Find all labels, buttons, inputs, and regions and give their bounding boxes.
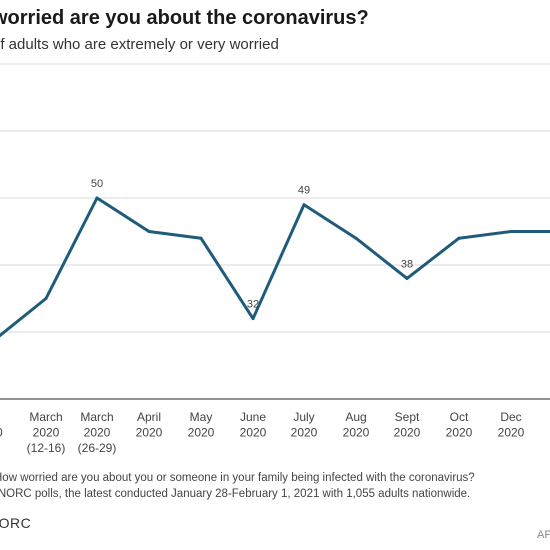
x-tick-label: Aug 2020	[343, 410, 370, 440]
data-label: 38	[401, 258, 413, 270]
x-tick-label: p20	[0, 410, 3, 440]
x-tick-label: March 2020 (12-16)	[27, 410, 66, 455]
x-tick-label: Sept 2020	[394, 410, 421, 440]
x-tick-label: March 2020 (26-29)	[78, 410, 117, 455]
series-line-layer	[0, 196, 550, 338]
chart-subtitle: of adults who are extremely or very worr…	[0, 36, 279, 53]
data-point	[457, 236, 461, 240]
x-tick-label: July 2020	[291, 410, 318, 440]
data-label: 32	[247, 299, 259, 311]
footnote-source: -NORC polls, the latest conducted Januar…	[0, 488, 471, 500]
data-label: 50	[91, 178, 103, 190]
data-point	[509, 230, 513, 233]
data-point	[147, 230, 151, 233]
x-tick-label: June 2020	[240, 410, 267, 440]
x-tick-label: Dec 2020	[498, 410, 525, 440]
data-labels: 50 32 49 38	[91, 178, 413, 311]
chart-title: worried are you about the coronavirus?	[0, 7, 369, 29]
footnote-question: How worried are you about you or someone…	[0, 472, 475, 484]
x-tick-label: May 2020	[188, 410, 215, 440]
data-point	[354, 236, 358, 240]
data-point	[44, 297, 48, 300]
data-point	[405, 276, 409, 280]
ap-logo: AP	[537, 529, 550, 541]
source-credit: NORC	[0, 515, 32, 531]
data-point	[251, 317, 255, 321]
gridlines	[0, 63, 550, 400]
data-point	[302, 203, 306, 207]
data-point	[95, 196, 99, 200]
data-point	[199, 236, 203, 240]
x-tick-label: Oct 2020	[446, 410, 473, 440]
series-line	[0, 196, 550, 338]
x-tick-label: April 2020	[136, 410, 163, 440]
data-label: 49	[298, 185, 310, 197]
